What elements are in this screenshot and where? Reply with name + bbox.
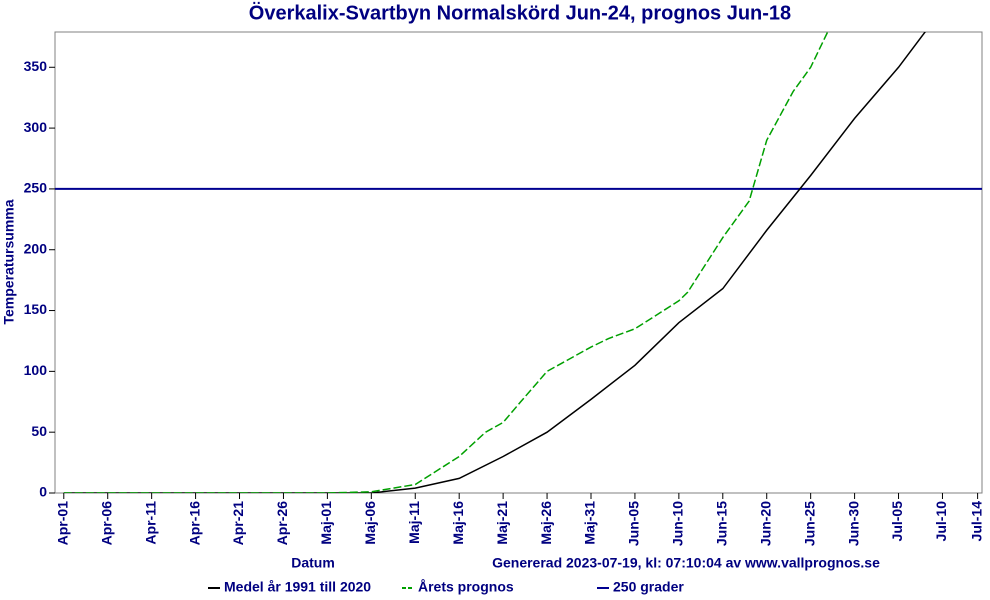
plot-area: [54, 31, 983, 494]
plot-content: [55, 32, 982, 493]
y-tick-label: 100: [24, 362, 48, 378]
y-tick-label: 350: [24, 58, 48, 74]
x-tick-label: Apr-26: [274, 501, 290, 546]
chart-title: Överkalix-Svartbyn Normalskörd Jun-24, p…: [249, 1, 791, 24]
x-tick-label: Apr-16: [186, 501, 202, 546]
x-tick-label: Jun-05: [626, 501, 642, 546]
x-axis-label: Datum: [291, 555, 335, 571]
y-tick-label: 0: [39, 484, 47, 500]
x-tick-label: Jun-25: [801, 501, 817, 546]
x-tick-label: Maj-06: [362, 501, 378, 545]
x-tick-label: Maj-21: [494, 501, 510, 545]
x-tick-label: Jun-20: [757, 501, 773, 546]
y-tick-label: 50: [31, 423, 47, 439]
y-axis-label: Temperatursumma: [1, 199, 17, 324]
x-tick-label: Apr-06: [98, 501, 114, 546]
x-tick-label: Apr-01: [54, 501, 70, 546]
x-tick-label: Jul-05: [889, 501, 905, 542]
x-tick-label: Jun-10: [670, 501, 686, 546]
x-tick-label: Jun-30: [845, 501, 861, 546]
legend-label: Årets prognos: [418, 579, 514, 595]
x-tick-label: Apr-21: [230, 501, 246, 546]
x-tick-label: Maj-31: [582, 501, 598, 545]
x-tick-label: Jul-14: [968, 501, 984, 542]
legend-label: 250 grader: [613, 579, 684, 595]
x-tick-label: Maj-01: [318, 501, 334, 545]
x-tick-label: Jul-10: [933, 501, 949, 542]
x-tick-label: Maj-26: [538, 501, 554, 545]
series-line: [63, 32, 927, 493]
x-tick-label: Maj-16: [450, 501, 466, 545]
y-tick-label: 250: [24, 180, 48, 196]
y-tick-label: 150: [24, 301, 48, 317]
annotation: Genererad 2023-07-19, kl: 07:10:04 av ww…: [492, 555, 880, 571]
legend-label: Medel år 1991 till 2020: [224, 579, 371, 595]
y-tick-label: 200: [24, 240, 48, 256]
x-tick-label: Maj-11: [406, 501, 422, 544]
x-tick-label: Jun-15: [713, 501, 729, 546]
y-tick-label: 300: [24, 119, 48, 135]
series-line: [63, 32, 829, 493]
x-tick-label: Apr-11: [142, 501, 158, 545]
